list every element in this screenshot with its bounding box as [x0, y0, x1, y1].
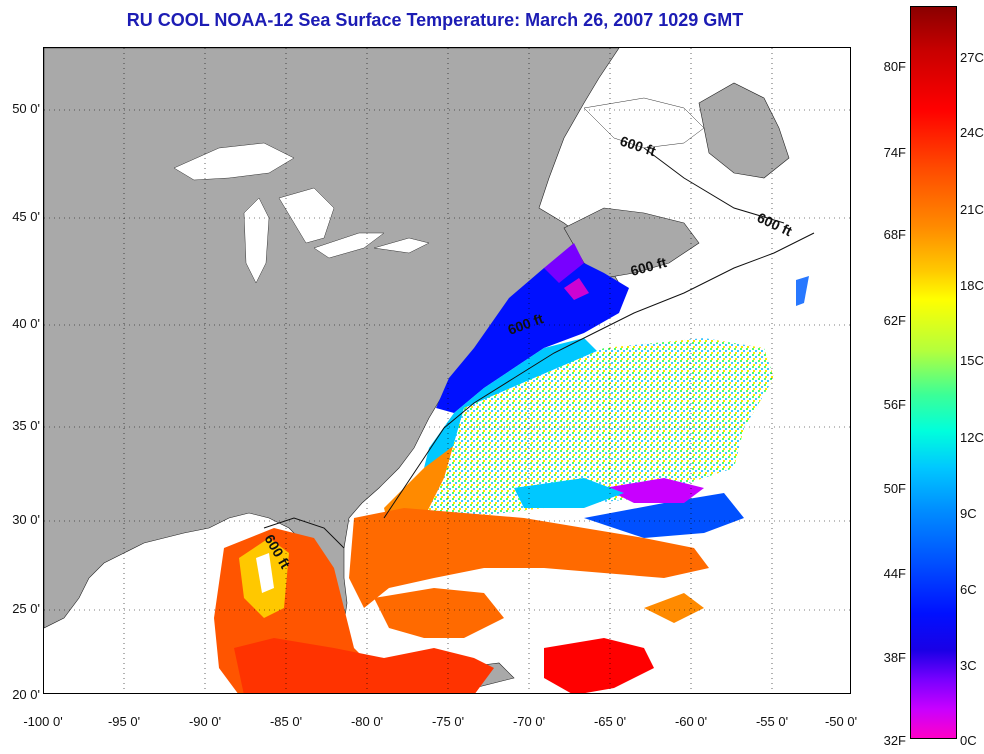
lon-label-50: -50 0'	[824, 714, 858, 729]
lat-label-30: 30 0'	[12, 512, 40, 527]
lat-label-45: 45 0'	[12, 209, 40, 224]
colorbar-c-0: 0C	[960, 733, 977, 748]
lon-label-100: -100 0'	[23, 714, 63, 729]
colorbar-f-50: 50F	[883, 481, 906, 496]
colorbar-f-74: 74F	[883, 145, 906, 160]
colorbar-c-18: 18C	[960, 278, 984, 293]
lon-label-95: -95 0'	[107, 714, 141, 729]
lon-label-65: -65 0'	[593, 714, 627, 729]
isobath-600ft	[263, 147, 815, 549]
isobath-label-2: 600 ft	[755, 209, 795, 239]
lon-label-75: -75 0'	[431, 714, 465, 729]
colorbar-f-62: 62F	[883, 313, 906, 328]
lat-label-40: 40 0'	[12, 316, 40, 331]
great-lakes	[173, 142, 430, 284]
lat-label-50: 50 0'	[12, 101, 40, 116]
sst-map-graphic: 600 ft 600 ft 600 ft 600 ft 600 ft	[44, 48, 850, 693]
caribbean-warm	[234, 638, 494, 693]
lat-label-20: 20 0'	[12, 687, 40, 702]
colorbar-f-80: 80F	[883, 59, 906, 74]
colorbar-c-15: 15C	[960, 353, 984, 368]
colorbar-c-24: 24C	[960, 125, 984, 140]
lon-label-90: -90 0'	[188, 714, 222, 729]
colorbar-c-9: 9C	[960, 506, 977, 521]
lon-label-70: -70 0'	[512, 714, 546, 729]
lon-label-60: -60 0'	[674, 714, 708, 729]
colorbar-c-27: 27C	[960, 50, 984, 65]
lat-label-35: 35 0'	[12, 418, 40, 433]
map-title: RU COOL NOAA-12 Sea Surface Temperature:…	[126, 10, 744, 30]
colorbar-c-21: 21C	[960, 202, 984, 217]
lon-label-85: -85 0'	[269, 714, 303, 729]
temperature-colorbar	[910, 6, 957, 739]
lat-label-25: 25 0'	[12, 601, 40, 616]
colorbar-c-12: 12C	[960, 430, 984, 445]
colorbar-f-56: 56F	[883, 397, 906, 412]
lon-label-80: -80 0'	[350, 714, 384, 729]
colorbar-f-44: 44F	[883, 566, 906, 581]
sst-map: 600 ft 600 ft 600 ft 600 ft 600 ft	[43, 47, 851, 694]
colorbar-f-68: 68F	[883, 227, 906, 242]
newfoundland	[698, 82, 790, 179]
colorbar-c-3: 3C	[960, 658, 977, 673]
colorbar-c-6: 6C	[960, 582, 977, 597]
colorbar-f-38: 38F	[883, 650, 906, 665]
lon-label-55: -55 0'	[755, 714, 789, 729]
colorbar-f-32: 32F	[883, 733, 906, 748]
